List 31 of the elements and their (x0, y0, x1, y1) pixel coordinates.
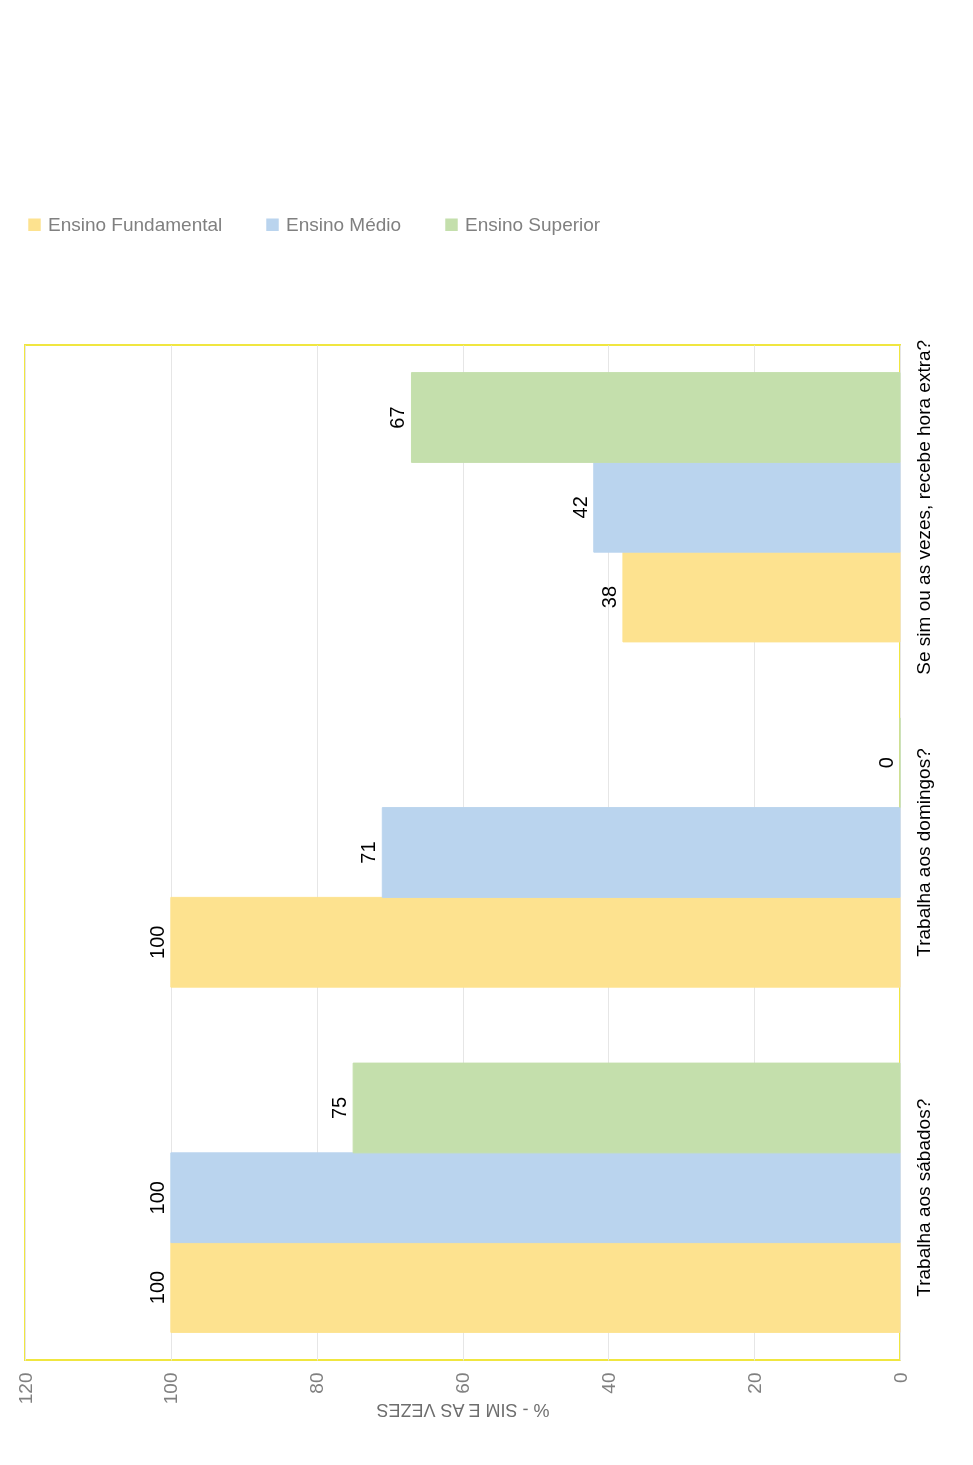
x-tick-label: 100 (160, 1372, 182, 1405)
bar (593, 461, 901, 553)
bar (170, 1152, 901, 1244)
x-tick-label: 0 (889, 1372, 911, 1384)
data-label: 67 (386, 406, 409, 429)
x-tick-label: 80 (306, 1372, 328, 1394)
x-tick-label: 60 (452, 1372, 473, 1394)
bar (170, 896, 901, 988)
data-label: 100 (145, 925, 168, 959)
x-tick-label: 20 (743, 1372, 765, 1394)
data-label: 71 (357, 841, 380, 864)
bar (410, 372, 901, 463)
bar (170, 1242, 901, 1333)
data-label: 100 (145, 1270, 168, 1305)
x-tick-label: 40 (597, 1372, 619, 1394)
y-tick-label: Trabalha aos sábados? (912, 1098, 934, 1297)
bar (381, 807, 901, 898)
y-tick-label: Se sim ou as vezes, recebe hora extra? (912, 339, 934, 675)
legend-label: Ensino Médio (286, 213, 402, 235)
data-label: 100 (145, 1181, 168, 1215)
x-axis-title: % - SIM E AS VEZES (376, 1400, 550, 1421)
bar (352, 1062, 901, 1154)
data-label: 0 (875, 757, 897, 769)
legend-label: Ensino Fundamental (48, 213, 223, 235)
data-label: 38 (597, 585, 620, 609)
legend-label: Ensino Superior (465, 213, 601, 235)
x-tick-label: 120 (14, 1372, 36, 1405)
data-label: 75 (328, 1096, 351, 1120)
y-tick-label: Trabalha aos domingos? (912, 748, 934, 957)
data-label: 42 (568, 496, 591, 519)
bar (622, 551, 901, 643)
